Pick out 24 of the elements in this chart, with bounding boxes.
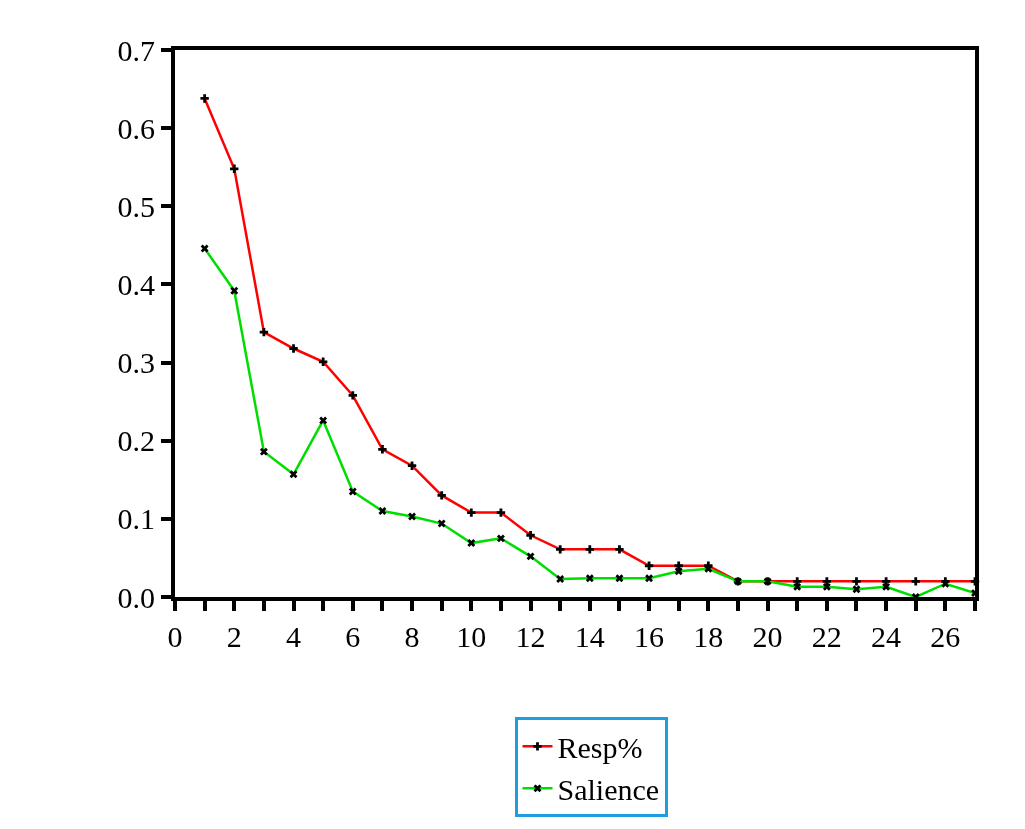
y-tick-label: 0.0 [117, 580, 155, 614]
x-tick-label: 16 [634, 620, 665, 653]
y-tick-label: 0.1 [117, 502, 155, 536]
y-tick-label: 0.5 [117, 189, 155, 223]
x-tick-label: 14 [574, 620, 605, 653]
x-tick-label: 4 [286, 620, 302, 653]
x-tick-label: 6 [345, 620, 361, 653]
x-tick-label: 22 [811, 620, 842, 653]
legend-label: Salience [557, 773, 660, 807]
y-tick-label: 0.3 [117, 346, 155, 380]
legend-label: Resp% [557, 731, 643, 765]
x-tick-label: 24 [871, 620, 902, 653]
x-tick-label: 10 [456, 620, 487, 653]
x-tick-label: 18 [693, 620, 724, 653]
x-tick-label: 2 [226, 620, 242, 653]
y-tick-label: 0.7 [117, 33, 155, 67]
y-tick-label: 0.6 [117, 111, 155, 145]
x-tick-label: 20 [752, 620, 783, 653]
x-tick-label: 12 [515, 620, 546, 653]
x-tick-label: 0 [167, 620, 183, 653]
y-tick-label: 0.4 [117, 267, 155, 301]
y-tick-label: 0.2 [117, 424, 155, 458]
x-tick-label: 26 [930, 620, 961, 653]
x-tick-label: 8 [404, 620, 420, 653]
